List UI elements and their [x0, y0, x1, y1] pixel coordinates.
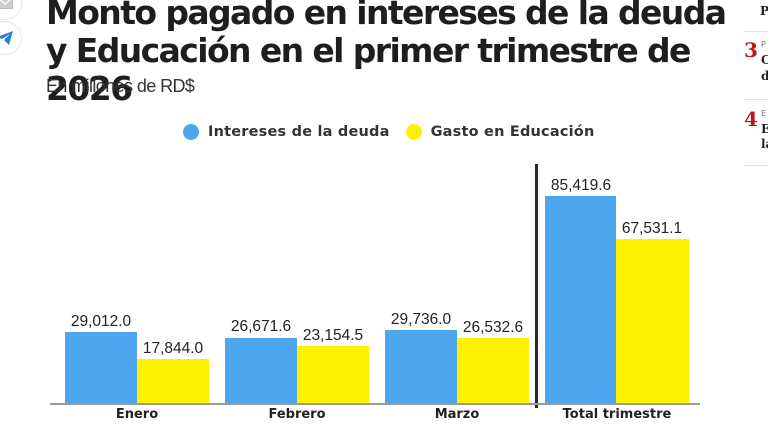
legend-dot-blue — [183, 124, 199, 140]
category-label: Enero — [115, 407, 159, 422]
bar-febrero-intereses — [225, 338, 297, 403]
legend-item-educacion: Gasto en Educación — [405, 124, 595, 140]
value-label: 29,736.0 — [390, 311, 452, 328]
email-icon — [0, 0, 13, 9]
sidebar-item-headline: d — [761, 69, 768, 83]
bar-total-intereses — [545, 196, 616, 403]
sidebar-item-rank: 3 — [744, 38, 758, 62]
category-label: Marzo — [434, 407, 480, 422]
sidebar-item-headline: E — [761, 122, 768, 136]
chart-subtitle: En millones de RD$ — [46, 76, 195, 96]
value-label: 23,154.5 — [302, 327, 364, 344]
value-label: 26,532.6 — [462, 319, 524, 336]
bar-marzo-educacion — [457, 338, 529, 403]
most-read-sidebar: P 3 P C d 4 E E la — [744, 0, 768, 170]
value-label: 67,531.1 — [621, 220, 683, 237]
sidebar-item-headline: C — [761, 53, 768, 67]
bar-febrero-educacion — [297, 346, 369, 403]
value-label: 85,419.6 — [550, 177, 612, 194]
legend-item-intereses: Intereses de la deuda — [183, 124, 390, 140]
sidebar-item[interactable]: 3 P C d — [744, 31, 768, 100]
sidebar-item-rank: 4 — [744, 107, 758, 131]
bar-total-educacion — [616, 239, 689, 403]
sidebar-item-kicker: P — [761, 40, 766, 49]
bar-enero-intereses — [65, 332, 137, 403]
sidebar-item-headline: P — [760, 4, 768, 18]
total-divider — [535, 164, 538, 408]
bar-enero-educacion — [137, 359, 209, 403]
bar-marzo-intereses — [385, 330, 457, 403]
category-label: Febrero — [268, 407, 326, 422]
sidebar-divider — [744, 165, 768, 166]
sidebar-item-kicker: E — [761, 109, 767, 118]
sidebar-item[interactable]: 4 E E la — [744, 99, 768, 166]
chart-legend: Intereses de la deuda Gasto en Educación — [183, 124, 610, 140]
legend-label: Gasto en Educación — [430, 124, 595, 140]
chart-title: Monto pagado en intereses de la deuda y … — [46, 0, 727, 108]
telegram-icon — [0, 31, 13, 45]
bar-chart: 29,012.0 17,844.0 26,671.6 23,154.5 29,7… — [50, 164, 700, 422]
value-label: 29,012.0 — [70, 313, 132, 330]
sidebar-item-headline: la — [761, 137, 768, 151]
x-axis-line — [50, 403, 700, 405]
value-label: 26,671.6 — [230, 318, 292, 335]
legend-dot-yellow — [405, 124, 422, 140]
legend-label: Intereses de la deuda — [208, 124, 390, 140]
category-label: Total trimestre — [562, 407, 672, 422]
value-label: 17,844.0 — [142, 340, 204, 357]
